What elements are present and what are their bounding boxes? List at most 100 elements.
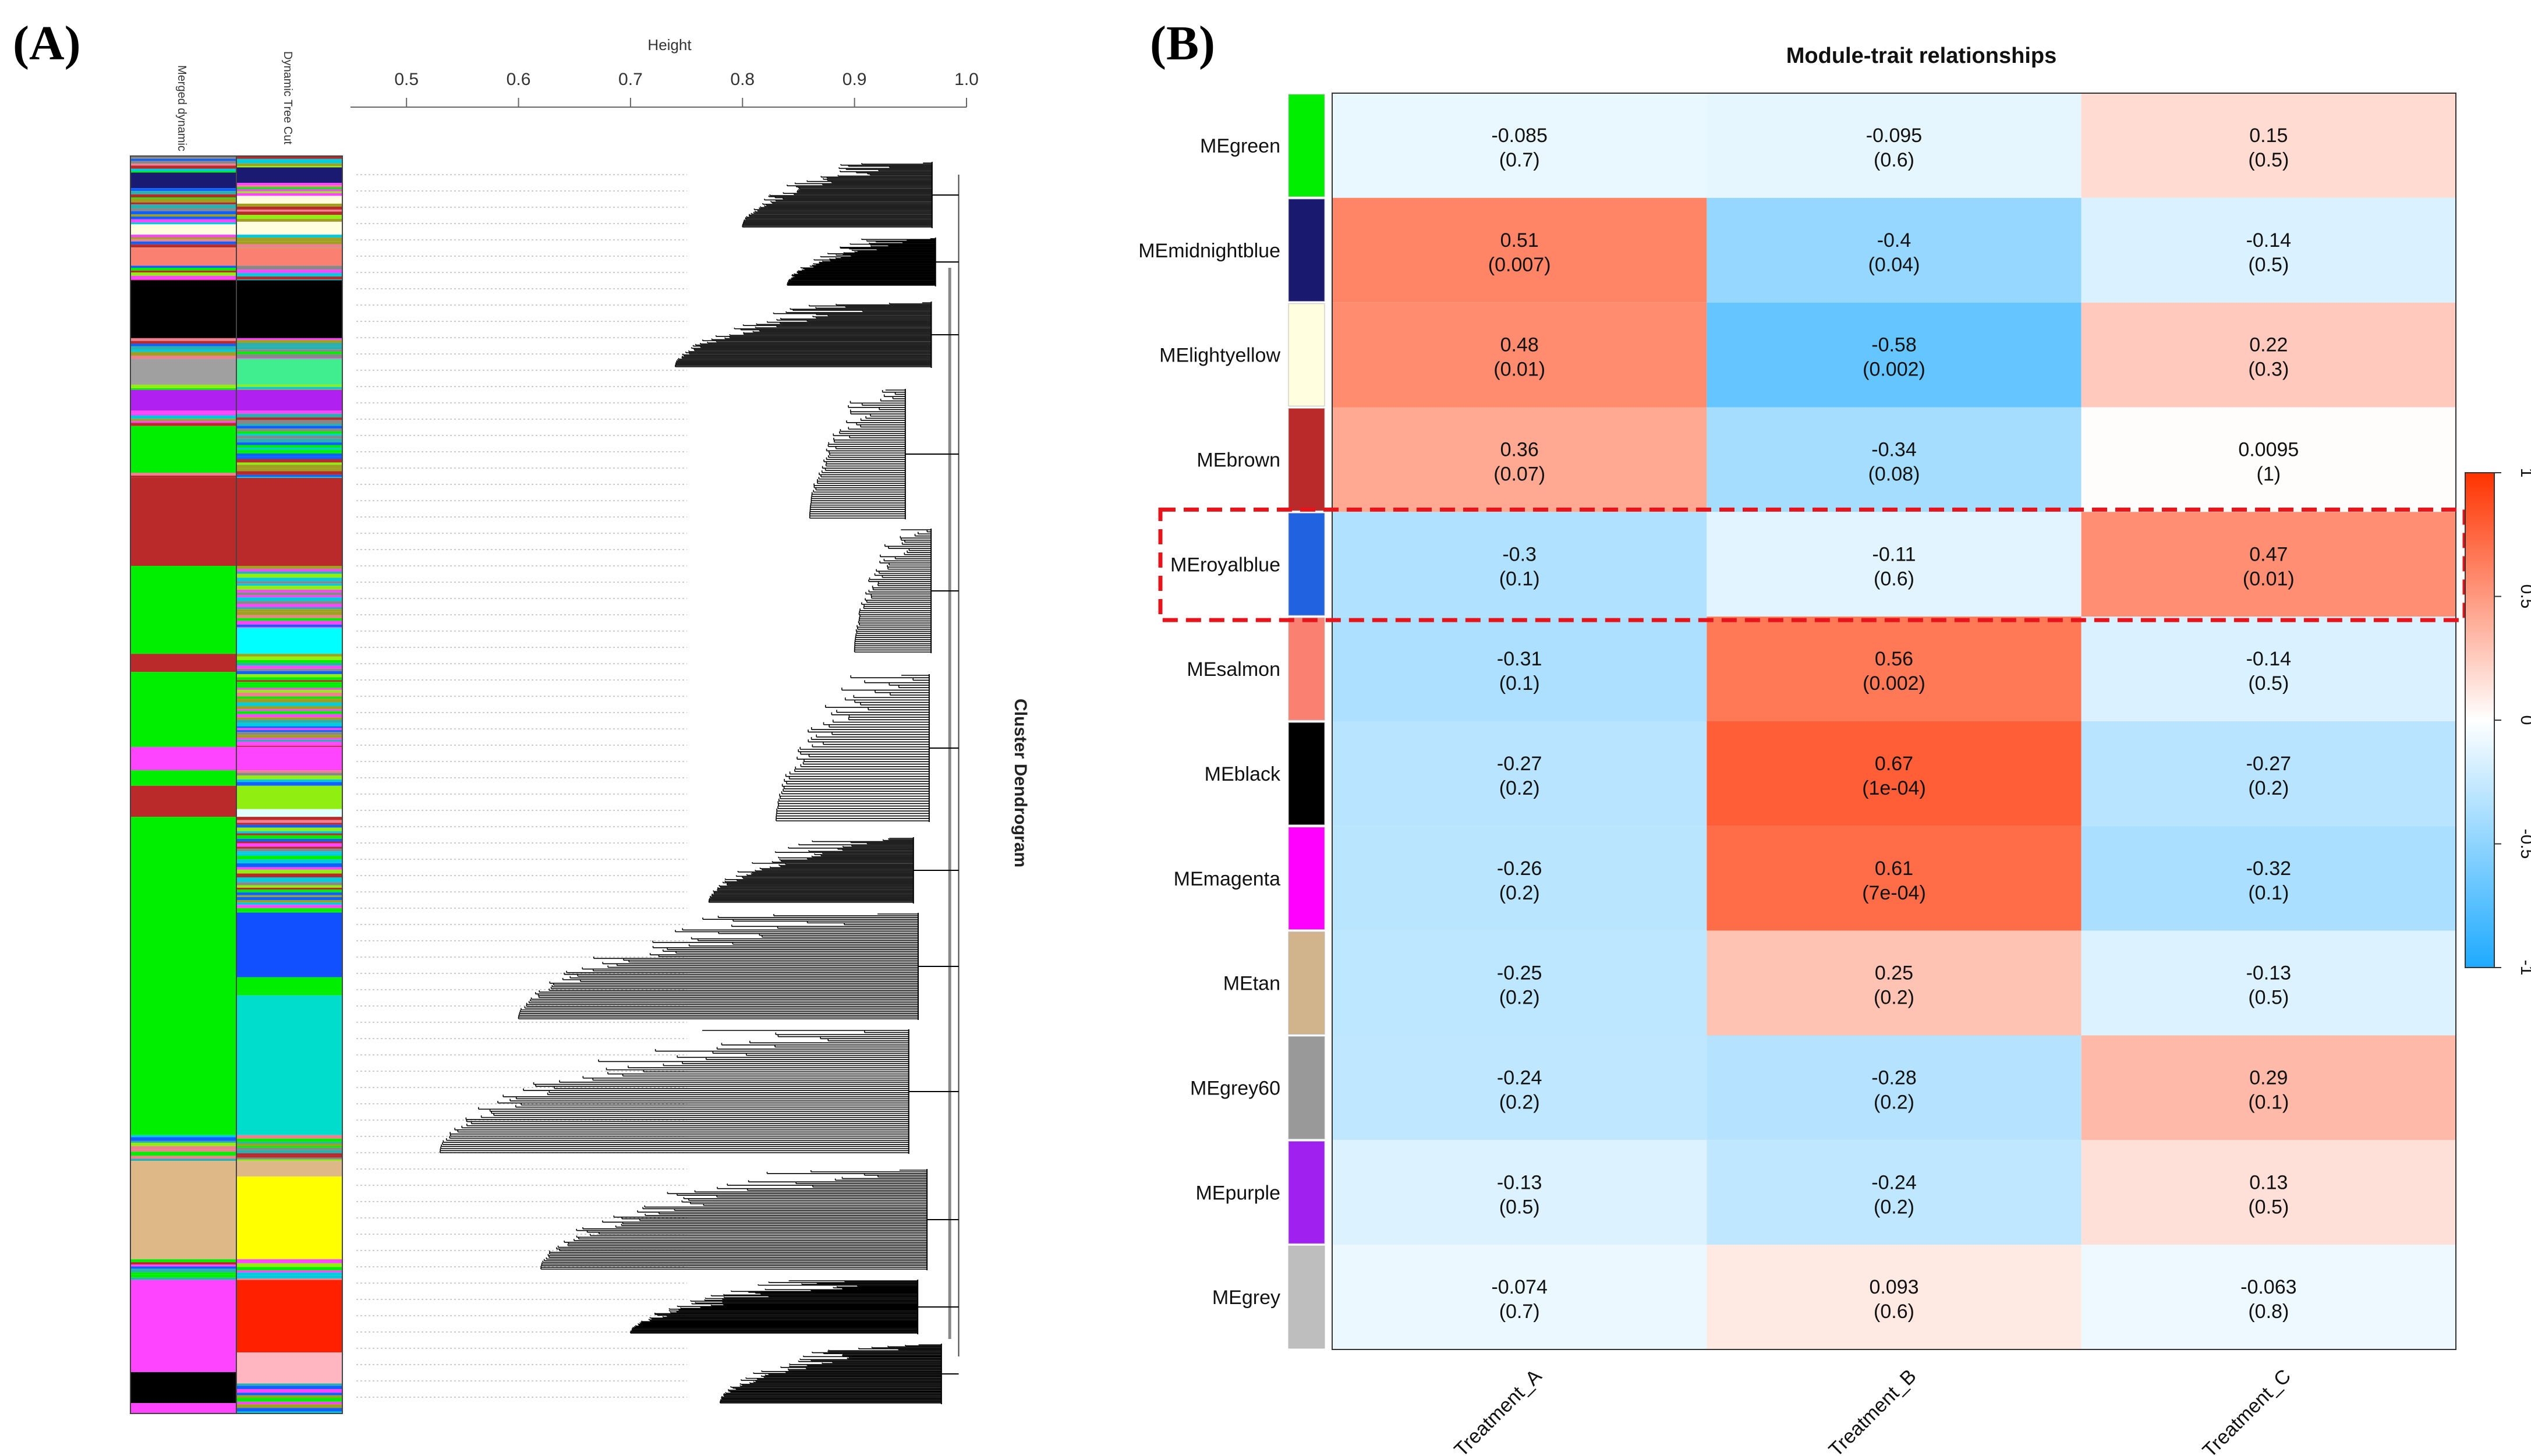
cell-correlation: -0.26 bbox=[1497, 858, 1542, 880]
cell-correlation: 0.56 bbox=[1875, 648, 1913, 670]
heatmap-cell bbox=[2081, 93, 2456, 198]
heatmap-cell bbox=[1332, 721, 1707, 826]
heatmap-cell bbox=[1707, 1140, 2082, 1245]
cell-pvalue: (0.2) bbox=[1499, 777, 1540, 799]
cell-pvalue: (0.04) bbox=[1868, 254, 1920, 276]
cell-correlation: 0.61 bbox=[1875, 858, 1913, 880]
cell-pvalue: (1) bbox=[2257, 463, 2281, 485]
heatmap-cell bbox=[2081, 407, 2456, 512]
row-label: MEblack bbox=[1205, 763, 1281, 785]
cell-pvalue: (0.6) bbox=[1874, 1301, 1914, 1323]
panel-b-label: (B) bbox=[1150, 16, 1215, 70]
cell-correlation: 0.0095 bbox=[2238, 438, 2299, 460]
cell-pvalue: (0.7) bbox=[1499, 1301, 1540, 1323]
cell-pvalue: (0.8) bbox=[2248, 1301, 2289, 1323]
column-label: Treatment_A bbox=[1450, 1365, 1546, 1456]
cell-pvalue: (0.2) bbox=[1499, 1091, 1540, 1113]
module-color-swatch bbox=[1288, 617, 1325, 721]
cell-correlation: 0.093 bbox=[1869, 1276, 1918, 1298]
cell-pvalue: (0.002) bbox=[1863, 672, 1925, 695]
heatmap-cell bbox=[1332, 197, 1707, 303]
cell-correlation: -0.24 bbox=[1497, 1067, 1542, 1089]
heatmap-cell bbox=[1707, 197, 2082, 303]
cell-correlation: -0.11 bbox=[1872, 543, 1916, 565]
cell-correlation: 0.13 bbox=[2249, 1171, 2288, 1193]
cell-correlation: -0.27 bbox=[1497, 753, 1542, 775]
row-label: MEpurple bbox=[1195, 1182, 1280, 1204]
heatmap-cell bbox=[1332, 1245, 1707, 1349]
cell-pvalue: (0.1) bbox=[2248, 1091, 2289, 1113]
heatmap-cell bbox=[2081, 826, 2456, 931]
dendrogram-title: Cluster Dendrogram bbox=[1011, 699, 1030, 867]
heatmap-cell bbox=[1332, 512, 1707, 617]
module-color-swatch bbox=[1288, 1036, 1325, 1139]
cell-pvalue: (0.2) bbox=[2248, 777, 2289, 799]
cell-correlation: -0.085 bbox=[1491, 125, 1547, 147]
cell-correlation: -0.28 bbox=[1871, 1067, 1917, 1089]
cell-pvalue: (0.7) bbox=[1499, 149, 1540, 171]
cell-correlation: -0.4 bbox=[1877, 229, 1911, 251]
module-color-swatch bbox=[1288, 931, 1325, 1035]
cell-correlation: -0.58 bbox=[1871, 334, 1917, 356]
height-axis-title: Height bbox=[647, 36, 692, 54]
cell-pvalue: (0.2) bbox=[1874, 1196, 1914, 1218]
cell-correlation: -0.24 bbox=[1871, 1171, 1917, 1193]
heatmap-cell bbox=[1332, 1140, 1707, 1245]
heatmap-cell bbox=[1707, 302, 2082, 408]
heatmap-cell bbox=[2081, 930, 2456, 1036]
module-color-swatch bbox=[1288, 512, 1325, 616]
cell-pvalue: (0.5) bbox=[2248, 1196, 2289, 1218]
cell-correlation: -0.074 bbox=[1491, 1276, 1547, 1298]
module-color-swatch bbox=[1288, 1140, 1325, 1244]
cell-pvalue: (0.2) bbox=[1499, 882, 1540, 904]
heatmap-cell bbox=[2081, 1140, 2456, 1245]
heatmap-cell bbox=[2081, 1245, 2456, 1349]
cell-correlation: -0.14 bbox=[2246, 648, 2292, 670]
legend-tick-label: -0.5 bbox=[2517, 829, 2531, 859]
legend-tick-label: 0.5 bbox=[2517, 584, 2531, 609]
cluster-dendrogram bbox=[356, 162, 960, 1404]
heatmap-cell bbox=[1707, 721, 2082, 826]
row-label: MEgrey60 bbox=[1190, 1077, 1280, 1099]
heatmap: MEgreen -0.085(0.7)-0.095(0.6)0.15(0.5)ME… bbox=[1138, 93, 2467, 1456]
cell-pvalue: (0.5) bbox=[2248, 254, 2289, 276]
cell-pvalue: (0.01) bbox=[1493, 359, 1545, 381]
cell-pvalue: (0.5) bbox=[2248, 149, 2289, 171]
column-label: Treatment_B bbox=[1825, 1365, 1921, 1456]
heatmap-cell bbox=[1332, 1035, 1707, 1140]
heatmap-cell bbox=[1707, 512, 2082, 617]
cell-correlation: 0.48 bbox=[1500, 334, 1539, 356]
module-colorbars bbox=[130, 156, 342, 1414]
cell-correlation: -0.14 bbox=[2246, 229, 2292, 251]
row-label: MEmagenta bbox=[1174, 868, 1280, 890]
heatmap-cell bbox=[1707, 826, 2082, 931]
cell-correlation: -0.31 bbox=[1497, 648, 1542, 670]
heatmap-cell bbox=[1332, 93, 1707, 198]
cell-correlation: 0.25 bbox=[1875, 962, 1913, 984]
heatmap-cell bbox=[1332, 617, 1707, 721]
heatmap-cell bbox=[2081, 1035, 2456, 1140]
heatmap-cell bbox=[1707, 407, 2082, 512]
cell-correlation: 0.22 bbox=[2249, 334, 2288, 356]
row-label: MEbrown bbox=[1197, 449, 1280, 471]
row-label: MEsalmon bbox=[1187, 658, 1280, 681]
heatmap-cell bbox=[2081, 617, 2456, 721]
heatmap-cell bbox=[1707, 93, 2082, 198]
legend-tick-label: -1 bbox=[2517, 960, 2531, 976]
height-axis-tick-label: 0.8 bbox=[730, 70, 755, 89]
cell-pvalue: (1e-04) bbox=[1862, 777, 1926, 799]
legend-tick-label: 1 bbox=[2517, 468, 2531, 478]
cell-pvalue: (0.2) bbox=[1874, 1091, 1914, 1113]
cell-pvalue: (0.07) bbox=[1493, 463, 1545, 485]
heatmap-cell bbox=[1707, 617, 2082, 721]
column-label: Treatment_C bbox=[2199, 1365, 2295, 1456]
cell-pvalue: (0.1) bbox=[2248, 882, 2289, 904]
row-label: MEroyalblue bbox=[1170, 554, 1280, 576]
cell-correlation: -0.34 bbox=[1871, 438, 1917, 460]
cell-pvalue: (0.007) bbox=[1488, 254, 1551, 276]
cell-correlation: -0.13 bbox=[2246, 962, 2292, 984]
heatmap-cell bbox=[2081, 721, 2456, 826]
cell-correlation: 0.67 bbox=[1875, 753, 1913, 775]
cell-correlation: -0.27 bbox=[2246, 753, 2292, 775]
